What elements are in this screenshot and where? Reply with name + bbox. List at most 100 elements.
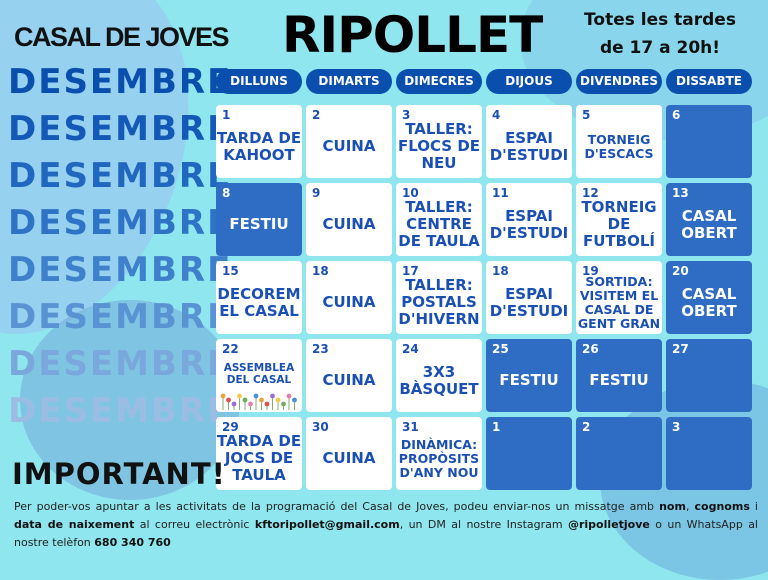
day-number: 24: [402, 342, 419, 356]
month-label: DESEMBRE: [8, 297, 233, 337]
calendar-day-cell: 31 DINÀMICA: PROPÒSITS D'ANY NOU: [396, 417, 482, 490]
activity-label: FESTIU: [589, 371, 649, 389]
day-number: 19: [582, 264, 599, 278]
calendar-day-cell: 5 TORNEIG D'ESCACS: [576, 105, 662, 178]
activity-label: 3X3 BÀSQUET: [399, 362, 479, 398]
footer-text: , un DM al nostre Instagram: [399, 518, 568, 531]
activity-label: TORNEIG D'ESCACS: [584, 131, 654, 161]
month-label: DESEMBRE: [8, 62, 233, 102]
activity-label: CASAL OBERT: [681, 284, 737, 320]
day-number: 12: [582, 186, 599, 200]
weekday-divendres: DIVENDRES: [576, 69, 662, 94]
calendar-day-cell: 18 ESPAI D'ESTUDI: [486, 261, 572, 334]
calendar-day-cell: 9 CUINA: [306, 183, 392, 256]
calendar-day-cell: 13 CASAL OBERT: [666, 183, 752, 256]
activity-label: SORTIDA: VISITEM EL CASAL DE GENT GRAN: [577, 273, 661, 331]
day-number: 15: [222, 264, 239, 278]
activity-label: TALLER: FLOCS DE NEU: [397, 120, 481, 172]
footer-bold: data de naixement: [14, 518, 135, 531]
activity-label: CUINA: [322, 293, 376, 311]
activity-label: CUINA: [322, 371, 376, 389]
day-number: 20: [672, 264, 689, 278]
calendar-day-cell: 4 ESPAI D'ESTUDI: [486, 105, 572, 178]
footer-bold: nom: [659, 500, 686, 513]
day-number: 31: [402, 420, 419, 434]
day-number: 30: [312, 420, 329, 434]
footer-instagram: @ripolletjove: [567, 518, 650, 531]
activity-label: ESPAI D'ESTUDI: [489, 128, 569, 164]
calendar-day-cell: 1 TARDA DE KAHOOT: [216, 105, 302, 178]
month-label: DESEMBRE: [8, 344, 233, 384]
footer-text: Per poder-vos apuntar a les activitats d…: [14, 500, 660, 513]
calendar-day-cell: 2: [576, 417, 662, 490]
activity-label: CASAL OBERT: [681, 206, 737, 242]
day-number: 5: [582, 108, 591, 122]
tagline-line1: Totes les tardes: [584, 10, 736, 30]
day-number: 17: [402, 264, 419, 278]
day-number: 27: [672, 342, 689, 356]
calendar-day-cell: 29 TARDA DE JOCS DE TAULA: [216, 417, 302, 490]
month-label: DESEMBRE: [8, 250, 233, 290]
day-number: 29: [222, 420, 239, 434]
day-number: 26: [582, 342, 599, 356]
activity-label: FESTIU: [229, 215, 289, 233]
calendar-day-cell: 27: [666, 339, 752, 412]
day-number: 1: [222, 108, 231, 122]
activity-label: TALLER: CENTRE DE TAULA: [398, 198, 480, 250]
calendar-day-cell: 3: [666, 417, 752, 490]
calendar-day-cell: 10 TALLER: CENTRE DE TAULA: [396, 183, 482, 256]
day-number: 9: [312, 186, 321, 200]
footer-text: ,: [685, 500, 695, 513]
day-number: 10: [402, 186, 419, 200]
footer-phone: 680 340 760: [94, 536, 171, 549]
day-number: 18: [312, 264, 329, 278]
activity-label: DECOREM EL CASAL: [217, 284, 301, 320]
calendar-day-cell: 19 SORTIDA: VISITEM EL CASAL DE GENT GRAN: [576, 261, 662, 334]
weekday-header: DILLUNS DIMARTS DIMECRES DIJOUS DIVENDRES DIS…: [216, 69, 752, 94]
day-number: 3: [402, 108, 411, 122]
tagline: Totes les tardes de 17 a 20h!: [560, 6, 760, 62]
calendar-day-cell: 1: [486, 417, 572, 490]
calendar-grid: 1 TARDA DE KAHOOT 2 CUINA 3 TALLER: FLOCS DE …: [216, 105, 752, 490]
weekday-dissabte: DISSABTE: [666, 69, 752, 94]
day-number: 22: [222, 342, 239, 356]
footer-email: kftoripollet@gmail.com: [254, 518, 400, 531]
activity-label: ESPAI D'ESTUDI: [489, 206, 569, 242]
footer-text: i: [749, 500, 758, 513]
calendar-day-cell: 26 FESTIU: [576, 339, 662, 412]
tagline-line2: de 17 a 20h!: [599, 38, 721, 58]
activity-label: FESTIU: [499, 371, 559, 389]
weekday-dimecres: DIMECRES: [396, 69, 482, 94]
calendar-day-cell: 30 CUINA: [306, 417, 392, 490]
month-label: DESEMBRE: [8, 391, 233, 431]
month-label: DESEMBRE: [8, 109, 233, 149]
weekday-dijous: DIJOUS: [486, 69, 572, 94]
day-number: 11: [492, 186, 509, 200]
day-number: 1: [492, 420, 501, 434]
calendar-day-cell: 24 3X3 BÀSQUET: [396, 339, 482, 412]
calendar-day-cell: 17 TALLER: POSTALS D'HIVERN: [396, 261, 482, 334]
important-heading: IMPORTANT!: [12, 457, 226, 491]
calendar-day-cell: 2 CUINA: [306, 105, 392, 178]
calendar-day-cell: 11 ESPAI D'ESTUDI: [486, 183, 572, 256]
activity-label: TARDA DE JOCS DE TAULA: [216, 432, 302, 484]
activity-label: CUINA: [322, 215, 376, 233]
decorative-blob: [20, 300, 240, 500]
calendar-day-cell: 20 CASAL OBERT: [666, 261, 752, 334]
day-number: 4: [492, 108, 501, 122]
casal-de-joves-title: CASAL DE JOVES: [14, 22, 230, 52]
calendar-day-cell: 22 ASSEMBLEA DEL CASAL: [216, 339, 302, 412]
activity-label: ESPAI D'ESTUDI: [489, 284, 569, 320]
footer-text: al correu electrònic: [134, 518, 255, 531]
activity-label: CUINA: [322, 137, 376, 155]
month-label: DESEMBRE: [8, 156, 233, 196]
footer-note: Per poder-vos apuntar a les activitats d…: [14, 498, 758, 552]
day-number: 25: [492, 342, 509, 356]
footer-bold: cognoms: [694, 500, 750, 513]
activity-label: ASSEMBLEA DEL CASAL: [223, 361, 295, 386]
day-number: 8: [222, 186, 231, 200]
activity-label: TALLER: POSTALS D'HIVERN: [398, 276, 480, 328]
calendar-day-cell: 18 CUINA: [306, 261, 392, 334]
month-labels: DESEMBRE DESEMBRE DESEMBRE DESEMBRE DESEMBRE…: [8, 62, 232, 438]
day-number: 2: [582, 420, 591, 434]
